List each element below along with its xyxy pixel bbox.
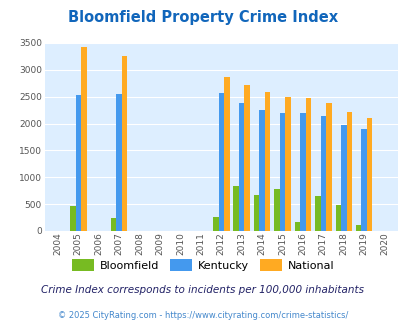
- Bar: [294, 222, 299, 231]
- Bar: [253, 195, 259, 231]
- Bar: [218, 93, 224, 231]
- Bar: [75, 95, 81, 231]
- Bar: [224, 77, 229, 231]
- Bar: [279, 113, 285, 231]
- Legend: Bloomfield, Kentucky, National: Bloomfield, Kentucky, National: [67, 255, 338, 275]
- Bar: [285, 97, 290, 231]
- Bar: [340, 125, 346, 231]
- Bar: [259, 110, 264, 231]
- Text: Crime Index corresponds to incidents per 100,000 inhabitants: Crime Index corresponds to incidents per…: [41, 285, 364, 295]
- Bar: [264, 92, 270, 231]
- Bar: [299, 113, 305, 231]
- Bar: [366, 117, 371, 231]
- Bar: [346, 112, 351, 231]
- Text: © 2025 CityRating.com - https://www.cityrating.com/crime-statistics/: © 2025 CityRating.com - https://www.city…: [58, 311, 347, 320]
- Bar: [122, 56, 127, 231]
- Bar: [70, 206, 75, 231]
- Bar: [320, 116, 325, 231]
- Bar: [360, 129, 366, 231]
- Bar: [239, 103, 244, 231]
- Bar: [116, 94, 121, 231]
- Bar: [213, 217, 218, 231]
- Bar: [233, 186, 239, 231]
- Bar: [111, 217, 116, 231]
- Bar: [355, 225, 360, 231]
- Bar: [81, 47, 86, 231]
- Bar: [305, 98, 311, 231]
- Text: Bloomfield Property Crime Index: Bloomfield Property Crime Index: [68, 10, 337, 25]
- Bar: [335, 205, 340, 231]
- Bar: [244, 85, 249, 231]
- Bar: [325, 103, 331, 231]
- Bar: [314, 196, 320, 231]
- Bar: [274, 189, 279, 231]
